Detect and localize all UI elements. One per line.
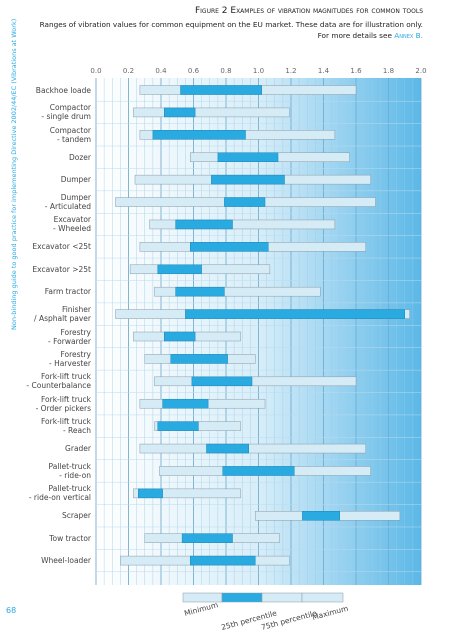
note-link[interactable]: Annex B. xyxy=(394,31,423,40)
iqr-bar xyxy=(138,488,163,499)
category-label: Farm tractor xyxy=(44,287,91,297)
category-label: Dumper xyxy=(60,175,91,185)
iqr-bar xyxy=(190,242,269,252)
category-label: Grader xyxy=(65,444,91,454)
category-label: Finisher / Asphalt paver xyxy=(34,305,91,324)
x-tick-label: 1.0 xyxy=(253,67,264,75)
iqr-bar xyxy=(191,376,253,387)
range-bar xyxy=(133,488,241,499)
iqr-bar xyxy=(217,152,279,162)
category-label: Excavator >25t xyxy=(32,264,91,274)
legend-swatch xyxy=(261,592,303,603)
category-label: Dozer xyxy=(69,152,91,162)
iqr-bar xyxy=(164,107,196,118)
category-label: Scraper xyxy=(61,511,91,521)
category-label: Compactor - tandem xyxy=(49,125,91,144)
iqr-bar xyxy=(175,286,225,297)
iqr-bar xyxy=(170,354,228,364)
iqr-bar xyxy=(175,219,233,230)
legend-label: Maximum xyxy=(311,604,349,622)
category-label: Forestry - Harvester xyxy=(48,349,91,368)
iqr-bar xyxy=(157,264,202,275)
category-label: Dumper - Articulated xyxy=(44,193,91,212)
x-tick-label: 1.8 xyxy=(383,67,394,75)
iqr-bar xyxy=(164,331,196,342)
range-bar xyxy=(154,376,357,387)
iqr-bar xyxy=(206,443,249,454)
iqr-bar xyxy=(162,398,209,409)
range-bar xyxy=(154,286,321,297)
category-label: Fork-lift truck - Reach xyxy=(40,417,91,436)
iqr-bar xyxy=(180,85,262,95)
iqr-bar xyxy=(181,533,233,543)
iqr-bar xyxy=(152,130,246,140)
category-label: Tow tractor xyxy=(49,533,91,543)
subtitle: Ranges of vibration values for common eq… xyxy=(39,20,423,29)
x-tick-label: 1.2 xyxy=(285,67,296,75)
category-label: Excavator <25t xyxy=(32,242,91,252)
iqr-bar xyxy=(211,174,285,185)
range-bar xyxy=(149,219,336,230)
x-tick-label: 1.4 xyxy=(318,67,330,75)
x-tick-label: 0.8 xyxy=(220,67,231,75)
page-number: 68 xyxy=(6,606,17,615)
category-label: Pallet-truck - ride-on vertical xyxy=(28,484,91,503)
category-label: Forestry - Forwarder xyxy=(48,327,91,346)
iqr-bar xyxy=(302,511,340,521)
x-tick-label: 0.6 xyxy=(188,67,200,75)
note: For more details see Annex B. xyxy=(318,31,423,40)
category-label: Compactor - single drum xyxy=(41,103,91,122)
category-label: Excavator - Wheeled xyxy=(53,215,91,234)
x-tick-label: 0.4 xyxy=(155,67,167,75)
category-label: Wheel-loader xyxy=(41,556,91,566)
category-label: Fork-lift truck - Order pickers xyxy=(35,394,91,413)
x-tick-label: 0.0 xyxy=(90,67,101,75)
range-bar xyxy=(139,443,366,454)
legend-swatch xyxy=(301,592,344,603)
iqr-bar xyxy=(190,555,256,566)
x-tick-label: 0.2 xyxy=(123,67,134,75)
iqr-bar xyxy=(224,197,266,207)
legend-swatch xyxy=(221,592,263,603)
category-label: Pallet-truck - ride-on xyxy=(48,461,91,480)
category-label: Fork-lift truck - Counterbalance xyxy=(26,372,91,391)
title: Figure 2 Examples of vibration magnitude… xyxy=(194,6,423,16)
x-tick-label: 1.6 xyxy=(350,67,362,75)
range-bar xyxy=(133,107,290,118)
note-text: For more details see xyxy=(317,31,392,40)
iqr-bar xyxy=(222,466,295,476)
iqr-bar xyxy=(185,309,405,319)
iqr-bar xyxy=(157,421,199,431)
category-label: Backhoe loade xyxy=(35,85,91,95)
legend-label: Minimum xyxy=(183,600,219,618)
x-tick-label: 2.0 xyxy=(415,67,426,75)
